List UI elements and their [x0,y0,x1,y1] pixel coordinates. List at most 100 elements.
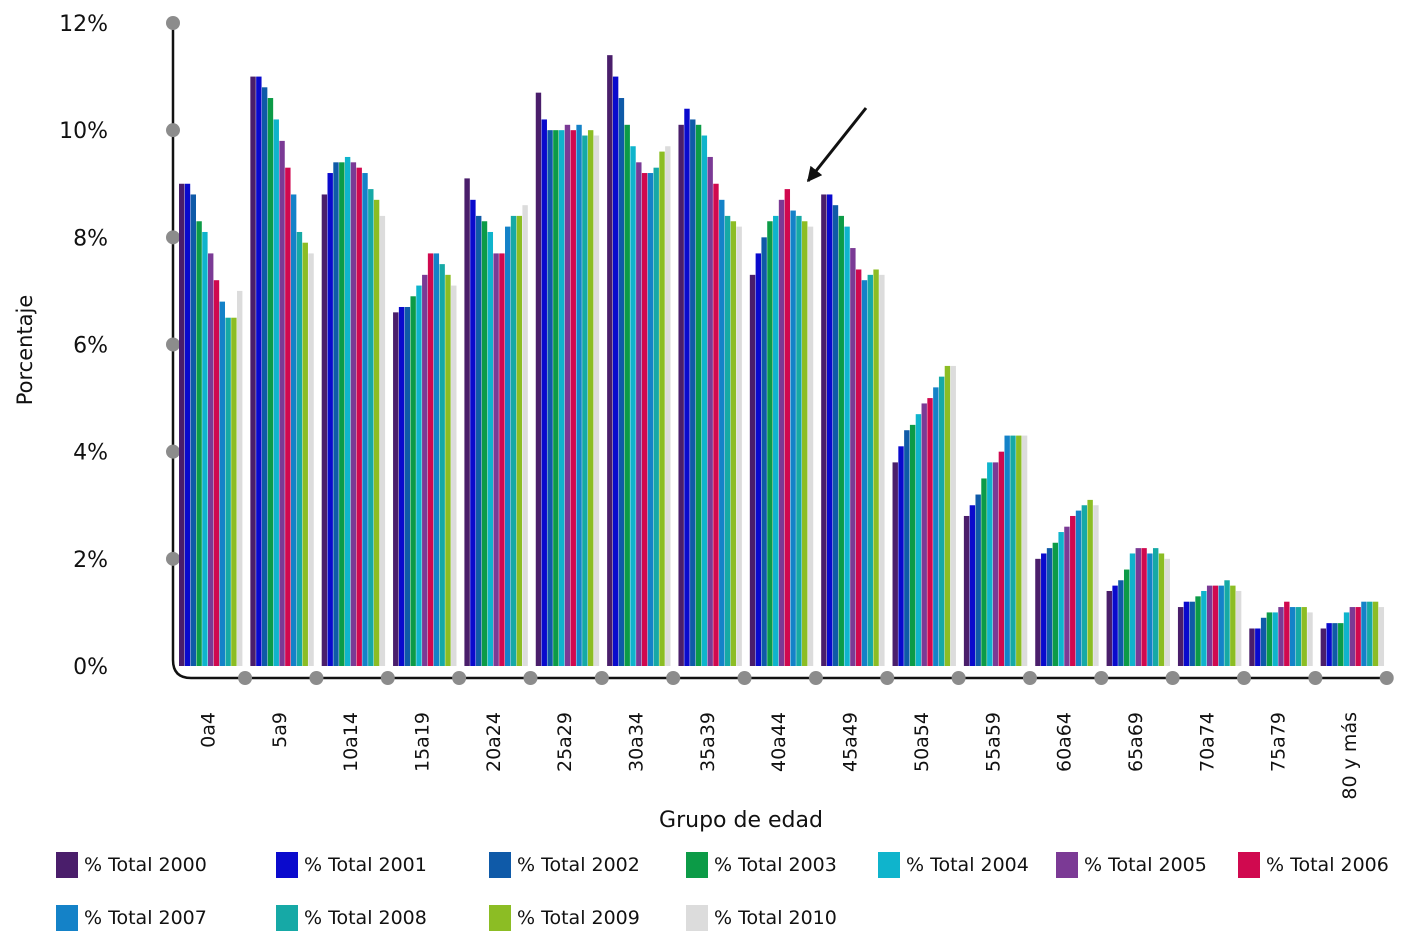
bar [1035,558,1041,666]
bar [1106,590,1112,666]
legend-item: % Total 2008 [276,903,427,933]
bar [553,130,559,666]
bar [196,221,202,666]
bar [1218,585,1224,666]
bar [992,462,999,666]
x-axis-dot [1165,671,1180,685]
bar [1338,623,1344,666]
bar [1260,617,1267,666]
bar [826,194,833,666]
bar [844,226,850,666]
legend-item: % Total 2005 [1056,850,1207,880]
y-axis-dot [166,123,180,138]
legend-swatch [56,852,78,878]
bar [915,414,922,666]
bars-group [179,55,1385,667]
bar [938,376,945,666]
bar [904,430,910,666]
bar [231,317,237,666]
bar [1372,601,1379,666]
legend-label: % Total 2010 [714,907,837,929]
bar [1195,596,1201,666]
bar [636,162,642,667]
legend-item: % Total 2009 [489,903,640,933]
bar [1147,553,1153,666]
x-tick-label: 65a69 [1125,712,1147,772]
bar [713,183,719,666]
x-axis-dot [380,671,395,685]
x-axis-dot [1237,671,1252,685]
bar [975,494,981,666]
legend-item: % Total 2010 [686,903,837,933]
bar [1177,607,1184,666]
legend-item: % Total 2003 [686,850,837,880]
x-axis-dot [737,671,752,685]
bar [838,215,844,666]
bar [1367,601,1373,666]
legend-swatch [489,852,511,878]
bar [736,226,742,666]
bar [476,215,482,666]
bar [1212,585,1219,666]
bar [1021,435,1028,666]
bar [909,424,916,666]
bar [179,183,185,666]
x-tick-label: 40a44 [768,712,790,772]
bar [802,221,808,666]
bar [724,215,731,666]
y-axis-dot [166,337,180,352]
bar [998,451,1005,666]
bar [1249,628,1255,666]
bar [653,167,659,667]
bar [730,221,737,666]
legend-item: % Total 2007 [56,903,207,933]
y-tick-labels: 0% 2% 4% 6% 8% 10% 12% [59,12,108,680]
legend-swatch [686,905,708,931]
bar [647,173,654,667]
x-tick-label: 0a4 [197,712,219,748]
bar [256,76,262,667]
bar [778,199,785,666]
bar [296,231,303,666]
bar [427,253,434,667]
y-tick-label: 10% [59,119,108,144]
legend-swatch [489,905,511,931]
bar [344,156,351,667]
legend-item: % Total 2006 [1238,850,1389,880]
bar [1235,590,1242,666]
x-axis-dot [951,671,966,685]
bar [969,505,976,666]
legend-label: % Total 2000 [84,854,207,876]
x-tick-label: 75a79 [1268,712,1290,772]
bar [439,264,445,666]
bar [1343,612,1350,666]
bar [861,280,868,666]
bar [393,312,399,666]
bar [510,215,517,666]
bar [678,124,684,666]
bar [1224,580,1230,666]
bar [433,253,440,667]
bar [1118,580,1124,666]
bar [333,162,339,667]
bar [618,98,625,667]
bar [493,253,499,667]
x-axis-dot [1022,671,1037,685]
x-axis-dot [523,671,538,685]
bar [790,210,796,666]
x-tick-label: 80 y más [1339,712,1361,800]
bar [1355,607,1361,666]
bar [927,398,933,666]
y-axis-dot [166,444,180,459]
bar [1070,515,1076,666]
bar [184,183,191,666]
bar [1046,548,1053,666]
bar [285,167,291,667]
legend-item: % Total 2002 [489,850,640,880]
bar [749,274,756,666]
legend-swatch [276,905,298,931]
y-axis-label: Porcentaje [13,295,37,406]
bar [1064,526,1070,666]
bar [944,365,951,666]
x-tick-label: 10a14 [340,712,362,772]
